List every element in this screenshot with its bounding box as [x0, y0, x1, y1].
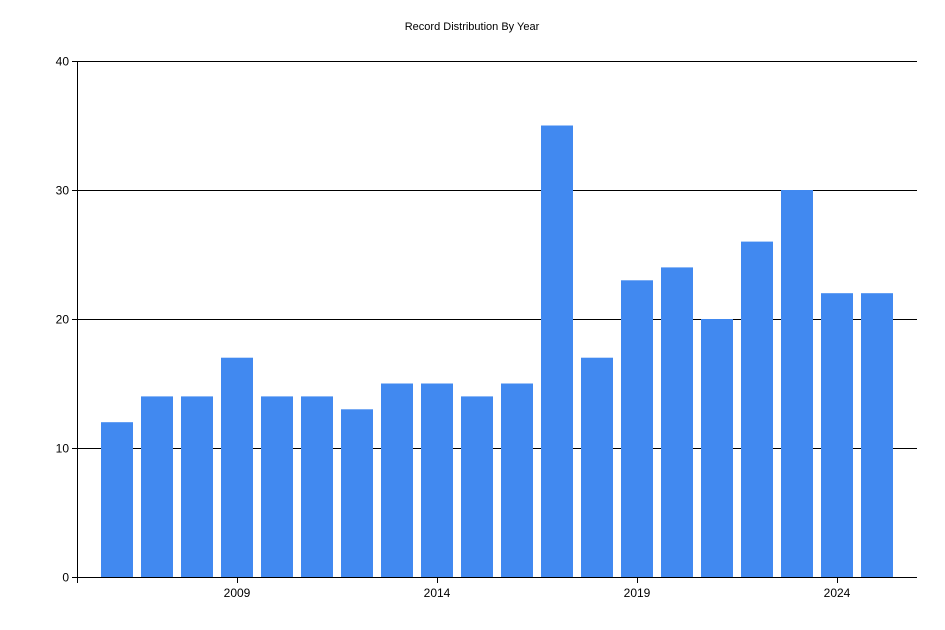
bar-2025 [861, 293, 893, 577]
y-tick-label-40: 40 [56, 55, 70, 69]
bar-2008 [181, 396, 213, 577]
bars [101, 125, 893, 577]
bar-2018 [581, 357, 613, 577]
bar-2016 [501, 383, 533, 577]
bar-2009 [221, 357, 253, 577]
chart-title: Record Distribution By Year [405, 21, 540, 33]
bar-2019 [621, 280, 653, 577]
bar-2013 [381, 383, 413, 577]
bar-2012 [341, 409, 373, 577]
bar-2007 [141, 396, 173, 577]
bar-2015 [461, 396, 493, 577]
bar-2017 [541, 125, 573, 577]
x-axis-ticks: 2009 2014 2019 2024 [77, 577, 851, 600]
x-tick-label-2019: 2019 [624, 586, 651, 600]
x-tick-label-2009: 2009 [224, 586, 251, 600]
y-tick-label-30: 30 [56, 184, 70, 198]
x-tick-label-2024: 2024 [824, 586, 851, 600]
bar-2022 [741, 241, 773, 577]
bar-2011 [301, 396, 333, 577]
bar-2020 [661, 267, 693, 577]
bar-2006 [101, 422, 133, 577]
y-tick-label-0: 0 [62, 571, 69, 585]
y-tick-label-20: 20 [56, 313, 70, 327]
bar-2023 [781, 190, 813, 577]
bar-2024 [821, 293, 853, 577]
bar-2021 [701, 319, 733, 577]
bar-2014 [421, 383, 453, 577]
x-tick-label-2014: 2014 [424, 586, 451, 600]
axes [77, 61, 917, 578]
y-tick-label-10: 10 [56, 442, 70, 456]
y-axis-ticks: 0 10 20 30 40 [56, 55, 77, 585]
bar-2010 [261, 396, 293, 577]
grid-lines [77, 61, 917, 449]
